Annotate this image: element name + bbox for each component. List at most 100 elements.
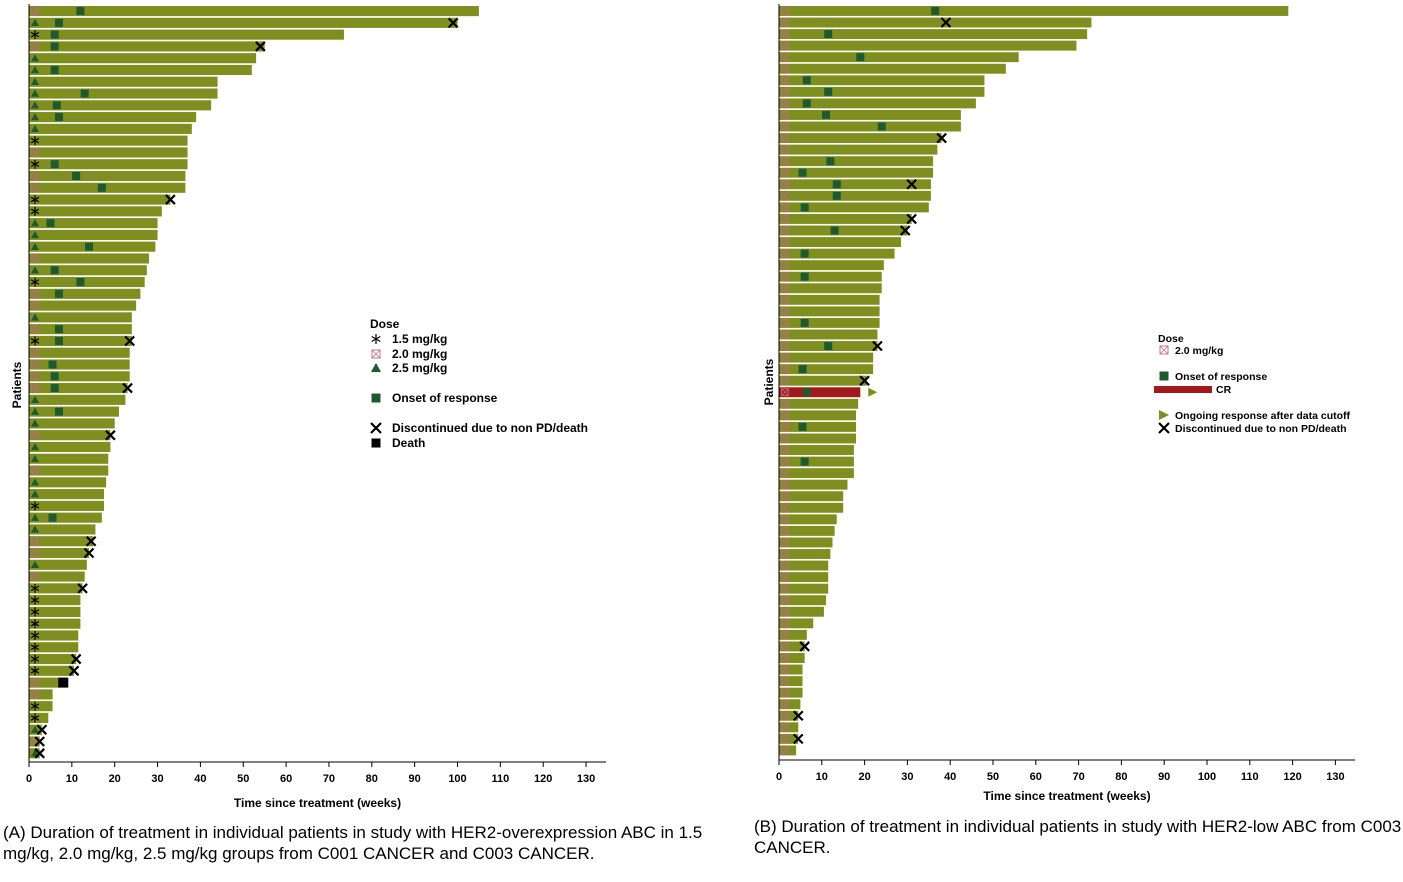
dose-2.0-marker-box <box>781 423 789 431</box>
onset-marker <box>80 89 89 98</box>
patient-bar-13 <box>779 144 938 155</box>
dose-2.0-marker-box <box>781 596 789 605</box>
patient-bar-42 <box>779 479 848 490</box>
bar <box>29 465 109 476</box>
dose-2.0-marker-cross <box>31 549 39 557</box>
discontinued-marker <box>936 132 947 144</box>
dose-2.0-marker-cross <box>31 172 39 180</box>
dose-2.0-marker <box>781 457 789 466</box>
dose-2.0-marker-cross <box>781 492 789 500</box>
dose-2.0-marker-cross <box>781 169 789 177</box>
dose-2.0-marker <box>31 42 39 51</box>
patient-bar-22 <box>29 253 149 264</box>
dose-2.0-marker <box>31 431 39 440</box>
dose-2.0-marker-box <box>31 690 39 699</box>
legend-label-3: CR <box>1216 384 1232 396</box>
dose-1.5-marker-stroke <box>30 703 40 709</box>
dose-2.0-marker-box <box>781 688 789 697</box>
dose-2.0-marker-box <box>781 457 789 466</box>
patient-bar-53 <box>29 618 81 629</box>
dose-2.0-marker-cross <box>31 678 39 687</box>
x-tick-label-10: 10 <box>66 773 78 785</box>
dose-2.0-marker-box <box>781 399 789 408</box>
patient-bar-48 <box>29 559 87 570</box>
dose-2.0-marker-cross <box>31 431 39 439</box>
dose-2.0-marker-cross <box>781 677 789 685</box>
legend-x-icon <box>1158 422 1170 434</box>
dose-2.0-marker <box>31 348 39 357</box>
bar <box>29 64 252 76</box>
bar <box>29 677 59 688</box>
patient-bar-36 <box>779 410 857 421</box>
dose-2.0-marker-box <box>781 376 789 385</box>
legend-label-2: 2.0 mg/kg <box>392 347 447 361</box>
discontinued-marker <box>447 17 459 29</box>
bar <box>779 179 931 190</box>
x-tick-label-130: 130 <box>577 773 595 785</box>
bar <box>29 123 192 134</box>
bar <box>29 206 162 217</box>
discontinued-marker <box>36 724 48 735</box>
bar <box>779 525 835 536</box>
patient-bar-6 <box>29 64 252 76</box>
bar <box>779 583 829 594</box>
onset-marker <box>798 422 807 431</box>
onset-marker <box>54 113 63 122</box>
dose-2.0-marker-cross <box>781 596 789 604</box>
legend-x-icon <box>370 422 382 434</box>
onset-marker <box>54 336 63 345</box>
patient-bar-1 <box>29 6 479 17</box>
patient-bar-15 <box>779 167 934 178</box>
dose-2.0-marker <box>781 87 789 96</box>
dose-2.0-marker-cross <box>781 631 789 639</box>
dose-1.5-marker-stroke <box>30 597 40 603</box>
patient-bar-38 <box>29 441 111 453</box>
dose-2.0-marker <box>781 41 789 50</box>
patient-bar-38 <box>779 433 857 444</box>
bar <box>29 253 149 264</box>
bar <box>29 218 158 229</box>
dose-2.0-marker <box>781 573 789 581</box>
dose-2.0-marker <box>781 319 789 327</box>
bar <box>29 618 81 629</box>
dose-2.0-marker <box>781 168 789 177</box>
legend-dose-2.0-icon <box>371 349 381 359</box>
x-tick-label-0: 0 <box>26 773 32 785</box>
dose-2.0-marker-cross <box>781 284 789 292</box>
legend-label-5: Discontinued due to non PD/death <box>1175 423 1347 435</box>
dose-2.5-marker <box>31 525 39 533</box>
dose-2.0-marker-box <box>781 18 789 27</box>
bar <box>29 88 218 99</box>
x-tick-label-10: 10 <box>816 771 828 783</box>
dose-2.0-marker <box>781 480 789 489</box>
discontinued-marker <box>83 547 95 559</box>
dose-2.0-marker <box>781 157 789 166</box>
dose-2.0-marker-box <box>781 295 789 304</box>
dose-2.0-marker-box <box>781 469 789 477</box>
bar <box>779 63 1006 74</box>
dose-2.5-marker <box>31 725 39 733</box>
dose-2.0-marker-box <box>781 642 789 651</box>
dose-2.0-marker-cross <box>781 180 789 188</box>
dose-2.5-marker <box>31 242 39 250</box>
bar <box>779 86 985 97</box>
dose-2.0-marker <box>31 325 39 334</box>
onset-marker <box>800 272 809 281</box>
y-axis-label: Patients <box>10 361 24 408</box>
dose-2.0-marker-box <box>781 191 789 200</box>
patient-bar-26 <box>29 300 137 311</box>
x-tick-label-30: 30 <box>151 773 163 785</box>
patient-bar-27 <box>779 306 880 317</box>
dose-2.0-marker <box>781 538 789 547</box>
bar <box>779 109 961 120</box>
bar <box>779 17 1092 28</box>
bar <box>779 260 884 271</box>
dose-1.5-marker <box>30 595 40 605</box>
legend-label-1: 2.0 mg/kg <box>1175 345 1223 357</box>
dose-2.0-marker <box>781 469 789 477</box>
patient-bar-26 <box>779 294 880 305</box>
dose-1.5-marker-stroke <box>30 137 40 144</box>
dose-2.0-marker-cross <box>781 307 789 316</box>
patient-bar-12 <box>779 132 947 144</box>
dose-2.0-marker <box>781 388 789 397</box>
